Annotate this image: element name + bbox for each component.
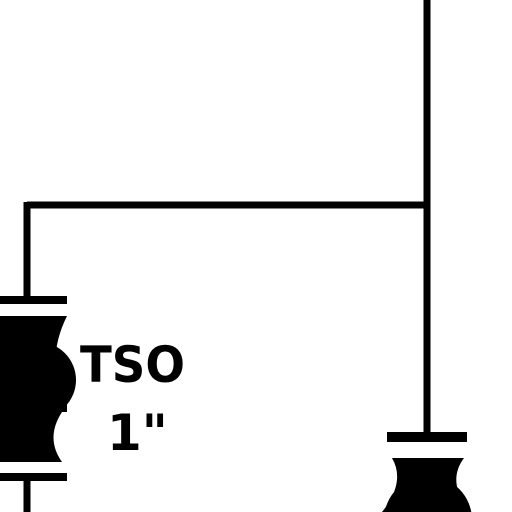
valve-ball: [0, 342, 76, 418]
valve-tso: [0, 296, 76, 512]
valve-body-lower: [0, 412, 62, 462]
valve-ball: [384, 476, 472, 512]
valve-size-label: 1": [107, 404, 168, 462]
valve-flange-top: [387, 432, 467, 442]
valve-flange-top: [0, 296, 67, 304]
valve-flange-bottom: [0, 473, 67, 481]
valve-tag-label: TSO: [80, 336, 185, 394]
valve-right: [382, 432, 472, 512]
